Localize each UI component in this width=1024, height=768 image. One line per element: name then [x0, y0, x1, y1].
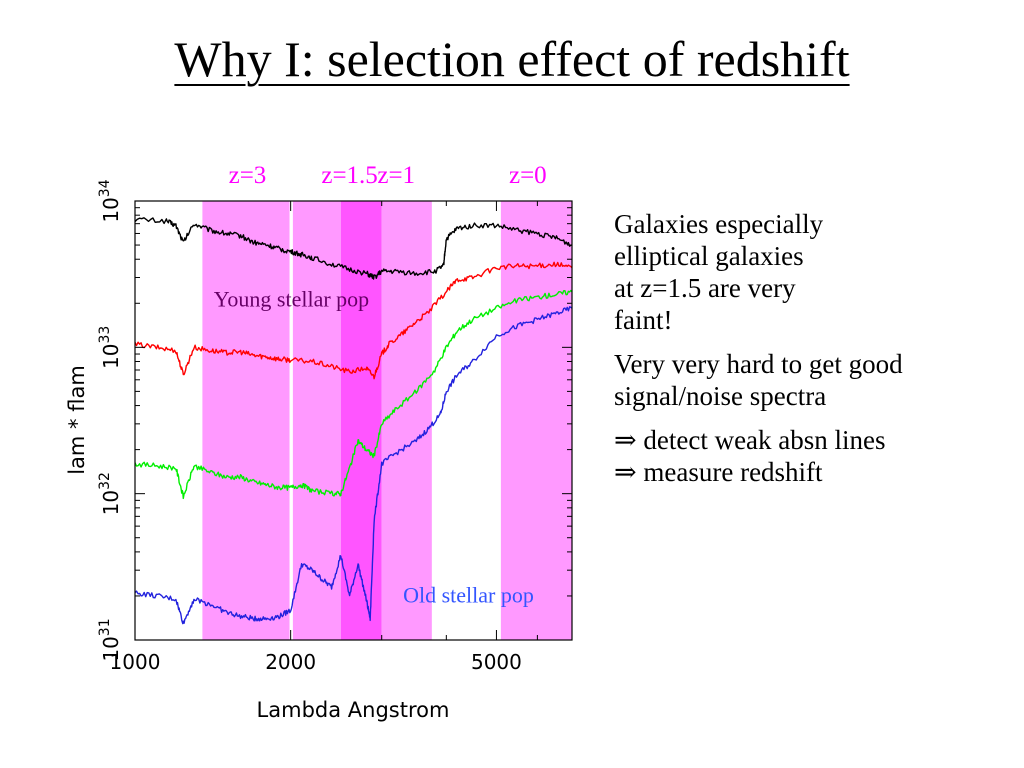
redshift-band [500, 201, 572, 640]
implication-text: detect weak absn lines [636, 425, 886, 455]
paragraph-signal: Very very hard to get good signal/noise … [614, 348, 1009, 412]
redshift-label: z=0 [509, 162, 547, 189]
spectrum-line [134, 217, 573, 280]
y-tick-label: 1033 [97, 326, 123, 369]
x-axis: 1000 2000 5000 [110, 201, 573, 674]
y-tick-label-text: 1032 [97, 472, 123, 515]
y-tick-exponent: 33 [97, 326, 113, 344]
y-tick-label-text: 1034 [97, 179, 123, 222]
text-line: Very very hard to get good [614, 349, 903, 379]
y-tick-label: 1032 [97, 472, 123, 515]
spectrum-line [134, 261, 573, 380]
implication-text: measure redshift [636, 457, 823, 487]
y-tick-base: 10 [99, 636, 123, 661]
y-tick-base: 10 [99, 343, 123, 368]
side-text: Galaxies especially elliptical galaxies … [614, 208, 1009, 500]
implications-list: ⇒ detect weak absn lines ⇒ measure redsh… [614, 424, 1009, 488]
spectrum-line [134, 306, 573, 625]
paragraph-faint: Galaxies especially elliptical galaxies … [614, 208, 1009, 336]
redshift-label: z=1 [377, 162, 415, 189]
redshift-band [202, 201, 290, 640]
redshift-bands [202, 201, 572, 640]
text-line: elliptical galaxies [614, 241, 804, 271]
slide-title: Why I: selection effect of redshift [174, 31, 850, 87]
x-tick-label: 1000 [110, 650, 161, 674]
y-tick-exponent: 31 [97, 618, 113, 636]
redshift-label: z=1.5 [321, 162, 377, 189]
x-axis-label: Lambda Angstrom [257, 698, 450, 722]
y-tick-label-text: 1033 [97, 326, 123, 369]
annotation-label: Young stellar pop [214, 287, 369, 312]
y-tick-base: 10 [99, 197, 123, 222]
y-tick-label-text: 1031 [97, 618, 123, 661]
implication-item: ⇒ detect weak absn lines [614, 425, 886, 455]
spectra-chart: Young stellar pop Old stellar pop 1000 200… [65, 162, 573, 722]
implication-item: ⇒ measure redshift [614, 457, 823, 487]
spectra-series [134, 217, 573, 625]
y-tick-label: 1031 [97, 618, 123, 661]
plot-frame [134, 200, 573, 641]
spectrum-line [134, 289, 573, 500]
redshift-label: z=3 [229, 162, 267, 189]
text-line: at z=1.5 are very [614, 273, 796, 303]
implies-arrow-icon: ⇒ [614, 457, 637, 487]
annotation-label: Old stellar pop [403, 583, 534, 608]
redshift-band [381, 201, 432, 640]
y-tick-label: 1034 [97, 179, 123, 222]
text-line: signal/noise spectra [614, 381, 827, 411]
redshift-labels: z=3 z=1.5 z=1 z=0 [229, 162, 547, 189]
text-line: faint! [614, 305, 673, 335]
implies-arrow-icon: ⇒ [614, 425, 637, 455]
redshift-band [340, 201, 382, 640]
x-tick-label: 5000 [471, 650, 522, 674]
y-tick-exponent: 34 [97, 179, 113, 197]
x-tick-label: 2000 [265, 650, 316, 674]
text-line: Galaxies especially [614, 209, 824, 239]
y-tick-base: 10 [99, 490, 123, 515]
annotations: Young stellar pop Old stellar pop [214, 287, 534, 608]
y-axis-label: lam * flam [65, 365, 89, 475]
y-tick-exponent: 32 [97, 472, 113, 490]
